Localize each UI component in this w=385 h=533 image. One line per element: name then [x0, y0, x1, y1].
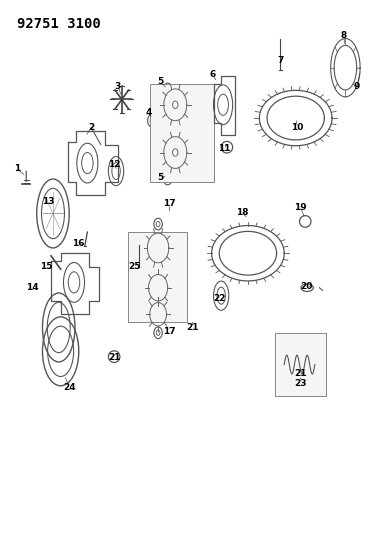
Text: 18: 18: [236, 208, 248, 217]
Bar: [275, 333, 326, 397]
Text: 5: 5: [157, 77, 163, 86]
Text: 11: 11: [218, 144, 230, 154]
Bar: [127, 232, 187, 322]
Text: 25: 25: [128, 262, 141, 271]
Text: 2: 2: [88, 123, 94, 132]
Text: 21: 21: [294, 369, 306, 378]
Text: 20: 20: [300, 282, 313, 291]
Text: 4: 4: [146, 108, 152, 117]
Text: 14: 14: [27, 283, 39, 292]
Bar: [151, 84, 214, 182]
Text: 17: 17: [163, 199, 176, 208]
Text: 8: 8: [340, 31, 346, 41]
Text: 19: 19: [294, 203, 306, 212]
Text: 12: 12: [108, 160, 121, 169]
Text: 16: 16: [72, 239, 85, 248]
Text: 13: 13: [42, 197, 55, 206]
Text: 3: 3: [115, 82, 121, 91]
Text: 9: 9: [354, 82, 360, 91]
Text: 7: 7: [277, 56, 284, 65]
Text: 21: 21: [186, 323, 199, 332]
Bar: [275, 333, 326, 397]
Bar: [151, 84, 214, 182]
Text: 92751 3100: 92751 3100: [17, 17, 100, 31]
Text: 5: 5: [157, 173, 163, 182]
Text: 15: 15: [40, 262, 53, 271]
Ellipse shape: [172, 149, 178, 156]
Text: 22: 22: [213, 294, 226, 303]
Bar: [275, 333, 326, 397]
Bar: [127, 232, 187, 322]
Text: 6: 6: [209, 70, 216, 79]
Bar: [127, 232, 187, 322]
Ellipse shape: [172, 101, 178, 109]
Text: 21: 21: [108, 353, 121, 362]
Text: 23: 23: [294, 378, 306, 387]
Text: 1: 1: [13, 164, 20, 173]
Text: 24: 24: [63, 383, 76, 392]
Text: 17: 17: [163, 327, 176, 336]
Text: 10: 10: [291, 123, 304, 132]
Bar: [151, 84, 214, 182]
